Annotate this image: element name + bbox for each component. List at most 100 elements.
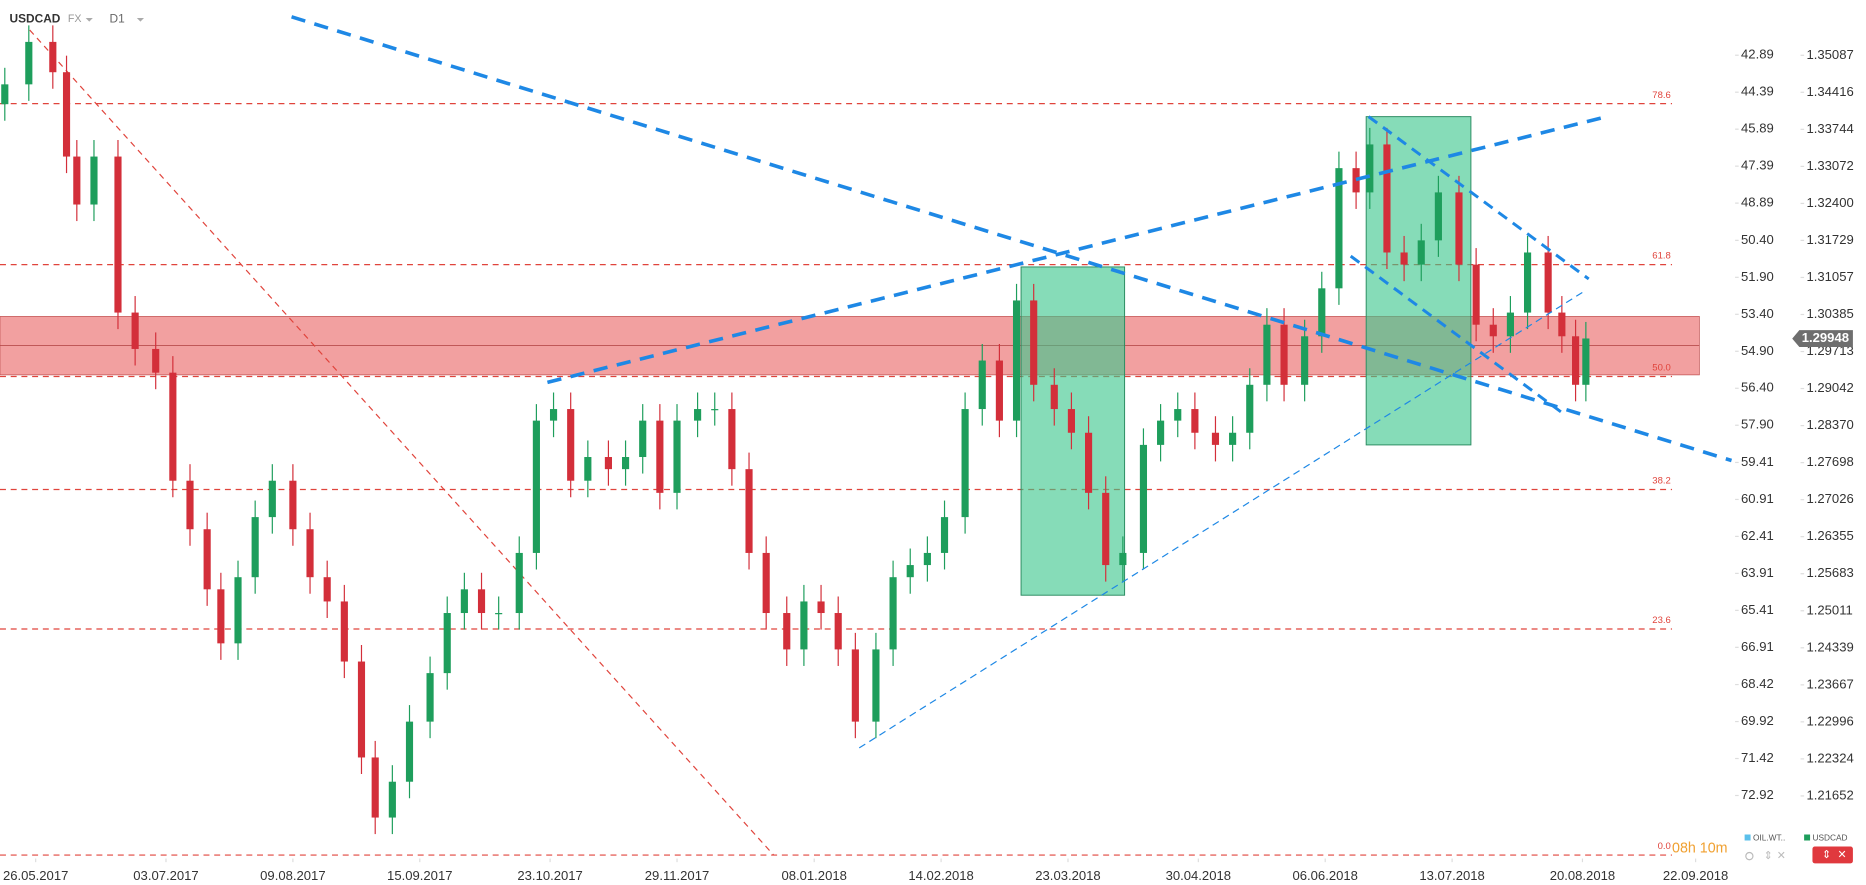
candle-body [1191,409,1199,433]
candle-body [131,312,139,349]
candle-body [1582,338,1590,385]
y-tick-label: 1.26355 [1806,528,1853,543]
y2-tick-label: 48.89 [1741,195,1774,210]
y-tick-label: 1.25683 [1806,565,1853,580]
candle-body [152,348,160,373]
x-tick-label: 26.05.2017 [3,868,68,883]
candle-body [532,420,540,553]
candle-body [1102,492,1110,566]
fib-label: 61.8 [1652,251,1671,262]
y-tick-label: 1.22996 [1806,713,1853,728]
y2-tick-label: 63.91 [1741,565,1774,580]
y-tick-label: 1.29042 [1806,380,1853,395]
candle-body [961,409,969,518]
candle-body [621,457,630,470]
candle-body [1472,264,1480,325]
candle-body [1335,168,1343,289]
y-tick-label: 1.21652 [1806,787,1853,802]
y-tick-label: 1.30385 [1806,306,1853,321]
candle-body [114,156,122,313]
candle-body [923,552,931,566]
y-tick-label: 1.22324 [1806,750,1853,765]
y-tick-label: 1.27026 [1806,491,1853,506]
fib-label: 78.6 [1652,90,1671,101]
candle-body [745,469,753,553]
market[interactable]: FX [68,13,82,25]
candle-body [1,84,9,105]
timer: 08h 10m [1672,841,1728,857]
y2-tick-label: 42.89 [1741,47,1774,62]
candle-body [817,601,825,614]
y-tick-label: 1.34416 [1806,84,1853,99]
x-tick-label: 09.08.2017 [260,868,325,883]
legend-swatch [1744,834,1751,841]
candle-body [762,552,770,614]
legend-controls: ⇕ ✕ ⇕ ✕ [1745,846,1853,864]
candle-body [371,757,379,818]
candle-body [289,480,297,530]
close-icon[interactable]: ✕ [1777,850,1786,862]
candle-body [1263,324,1271,385]
price-tag [1792,330,1853,348]
fib-label: 50.0 [1652,363,1671,374]
y-tick-label: 1.28370 [1806,417,1853,432]
candle-layer [1,25,1590,835]
y2-tick-label: 56.40 [1741,380,1774,395]
candle-body [673,420,681,493]
y-tick-label: 1.33072 [1806,158,1853,173]
candle-body [1211,432,1220,445]
candle-body [834,613,842,650]
y2-tick-label: 68.42 [1741,676,1774,691]
dropdown-arrow[interactable] [85,18,93,22]
candle-body [515,552,523,614]
candle-body [1434,192,1442,241]
candle-body [1318,288,1326,337]
close-icon[interactable]: ✕ [1837,849,1846,861]
close-button[interactable] [1812,846,1853,864]
y2-tick-label: 54.90 [1741,343,1774,358]
y2-tick-label: 59.41 [1741,454,1774,469]
y2-tick-label: 53.40 [1741,306,1774,321]
candle-body [169,372,177,481]
y2-tick-label: 57.90 [1741,417,1774,432]
candle-body [567,409,575,481]
candle-body [1012,300,1021,421]
candle-body [268,480,276,518]
x-tick-label: 08.01.2018 [781,868,846,883]
x-tick-label: 23.10.2017 [517,868,582,883]
red-trendline [29,29,774,856]
legend-label: OIL.WT.. [1753,832,1785,842]
y-tick-label: 1.27698 [1806,454,1853,469]
y2-tick-label: 60.91 [1741,491,1774,506]
candle-body [477,589,486,614]
candle-body [217,589,225,644]
candle-body [1523,252,1532,313]
x-tick-label: 23.03.2018 [1035,868,1100,883]
dropdown-arrow[interactable] [136,18,144,22]
candle-body [1572,336,1580,385]
y2-tick-label: 69.92 [1741,713,1774,728]
adjust-icon[interactable]: ⇕ [1822,849,1831,861]
candle-body [1544,252,1552,313]
candle-body [1067,409,1075,433]
x-tick-label: 22.09.2018 [1663,868,1728,883]
x-tick-label: 30.04.2018 [1166,868,1231,883]
candle-body [426,673,434,722]
interval[interactable]: D1 [109,11,125,25]
fib-label: 38.2 [1652,476,1671,487]
x-tick-label: 29.11.2017 [645,868,709,883]
candle-body [340,601,348,662]
visibility-icon[interactable] [1745,851,1754,861]
candle-body [1229,432,1237,445]
x-tick-label: 03.07.2017 [133,868,198,883]
y2-tick-label: 66.91 [1741,639,1774,654]
trendline [1367,115,1590,281]
candle-body [323,577,331,602]
candle-body [1352,168,1360,193]
y2-tick-label: 62.41 [1741,528,1774,543]
move-icon[interactable]: ⇕ [1764,850,1773,862]
candle-body [251,517,259,578]
